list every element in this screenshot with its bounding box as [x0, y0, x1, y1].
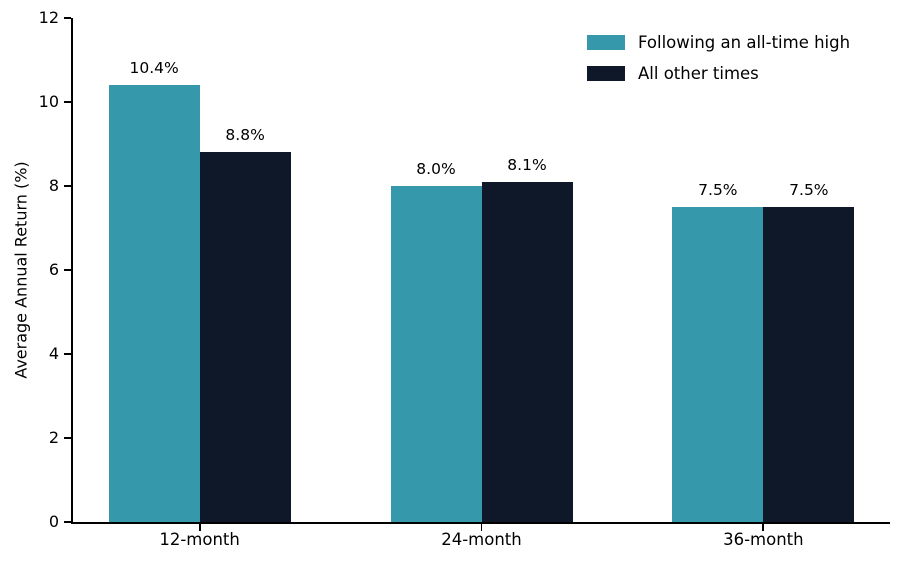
bar-value-label: 7.5%: [698, 181, 738, 199]
bar-following-ath: [672, 207, 764, 522]
plot-area: Following an all-time high All other time…: [39, 8, 890, 549]
y-tick-mark: [64, 437, 71, 439]
bar-value-label: 8.1%: [507, 155, 547, 174]
y-tick-mark: [64, 101, 71, 103]
y-tick-label: 10: [38, 92, 59, 111]
x-tick-mark: [480, 524, 483, 531]
y-tick-label: 12: [38, 8, 59, 27]
bar-value-label: 10.4%: [129, 59, 179, 78]
y-tick-mark: [64, 521, 71, 523]
bar-value-label: 7.5%: [789, 181, 829, 199]
x-tick-mark: [198, 524, 201, 531]
bar-all-other-times: [763, 207, 855, 522]
x-tick-label: 24-month: [441, 530, 522, 549]
x-tick-label: 36-month: [723, 530, 804, 549]
legend-item: Following an all-time high: [587, 31, 850, 53]
bar-following-ath: [108, 85, 200, 522]
bar-all-other-times: [481, 181, 573, 522]
x-axis-line: [71, 522, 890, 524]
legend-label: All other times: [638, 63, 759, 83]
legend: Following an all-time high All other time…: [587, 31, 850, 84]
y-tick-label: 2: [48, 428, 59, 447]
y-tick-mark: [64, 185, 71, 187]
y-tick-mark: [64, 353, 71, 355]
y-tick-label: 0: [48, 512, 59, 531]
bar-value-label: 8.0%: [416, 160, 456, 178]
legend-swatch: [587, 34, 625, 50]
y-axis-line: [71, 18, 73, 522]
legend-label: Following an all-time high: [638, 32, 851, 52]
y-tick-label: 4: [48, 344, 59, 363]
legend-swatch: [587, 65, 625, 81]
x-tick-label: 12-month: [159, 530, 240, 549]
y-tick-label: 8: [48, 176, 59, 195]
bar-all-other-times: [199, 152, 291, 522]
x-tick-mark: [762, 524, 765, 531]
bar-following-ath: [390, 186, 482, 522]
y-tick-mark: [64, 17, 71, 19]
legend-item: All other times: [587, 62, 850, 84]
bar-value-label: 8.8%: [225, 126, 265, 145]
y-tick-mark: [64, 269, 71, 271]
y-tick-label: 6: [48, 260, 59, 279]
